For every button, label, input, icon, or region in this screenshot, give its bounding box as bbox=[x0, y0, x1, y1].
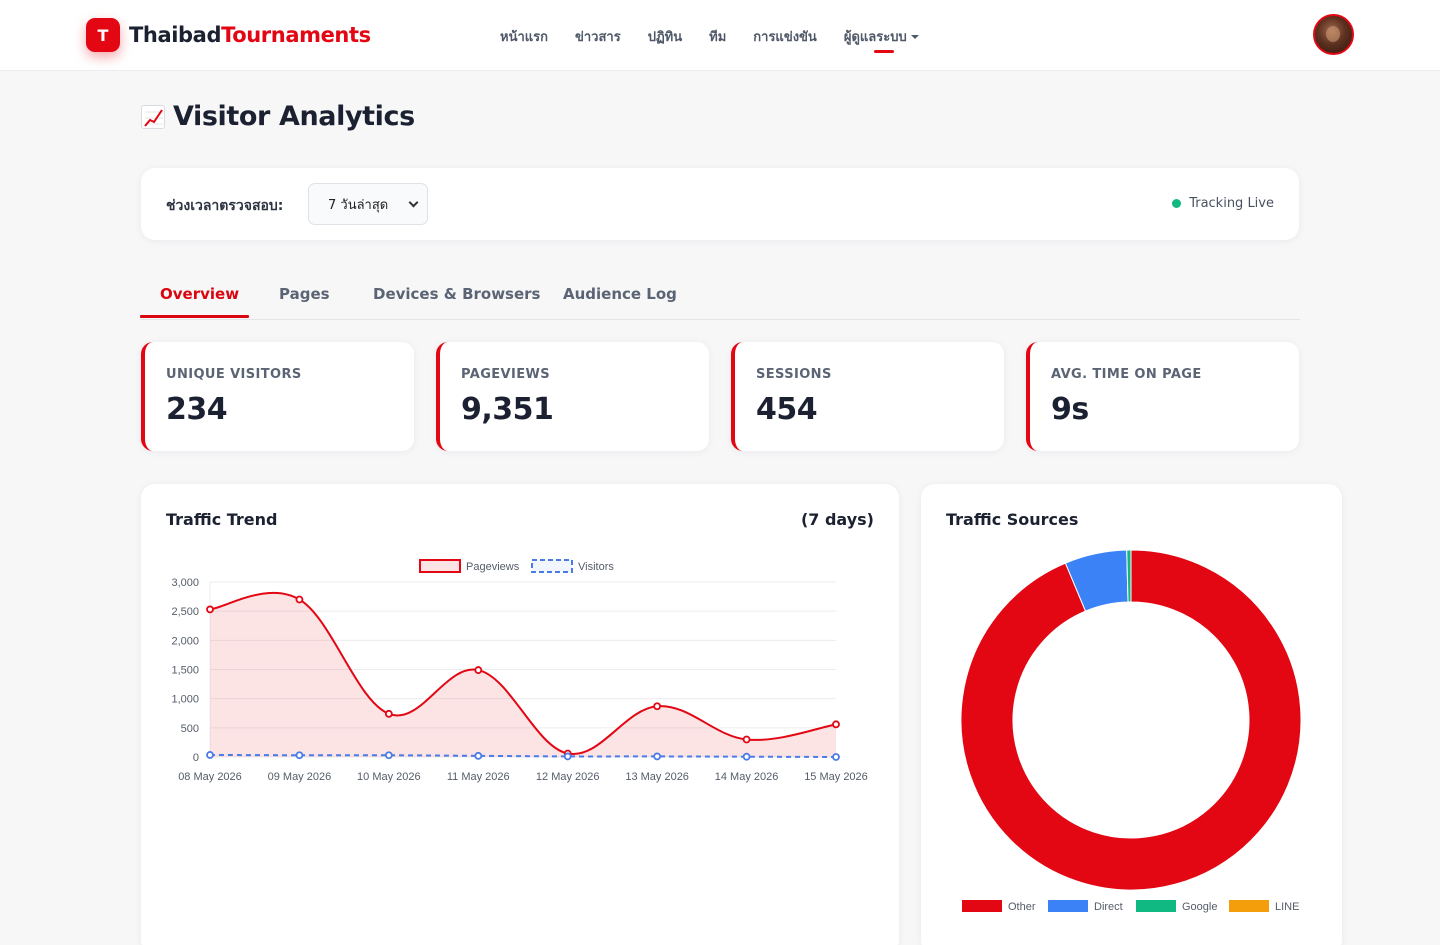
pageviews-point[interactable] bbox=[832, 720, 840, 729]
stat-value: 9s bbox=[1051, 392, 1089, 427]
x-tick-label: 08 May 2026 bbox=[178, 771, 242, 783]
stat-value: 9,351 bbox=[461, 392, 554, 427]
tab-audience-log[interactable]: Audience Log bbox=[563, 285, 677, 303]
pageviews-point[interactable] bbox=[653, 702, 662, 711]
nav-item-admin[interactable]: ผู้ดูแลระบบ bbox=[843, 26, 919, 53]
visitors-point[interactable] bbox=[474, 751, 483, 760]
active-tab-indicator bbox=[140, 315, 249, 318]
y-tick-label: 3,000 bbox=[171, 577, 199, 589]
period-select-value: 7 วันล่าสุด bbox=[328, 197, 389, 213]
pageviews-point[interactable] bbox=[474, 666, 483, 674]
tab-pages[interactable]: Pages bbox=[279, 285, 330, 303]
traffic-sources-panel: Traffic Sources Other Direct Google LINE bbox=[921, 484, 1342, 945]
traffic-trend-period: (7 days) bbox=[800, 510, 874, 529]
period-label: ช่วงเวลาตรวจสอบ: bbox=[166, 198, 284, 214]
visitors-point[interactable] bbox=[742, 752, 751, 761]
y-tick-label: 0 bbox=[193, 752, 199, 764]
legend-label-pageviews: Pageviews bbox=[466, 561, 520, 573]
stat-value: 454 bbox=[756, 392, 818, 427]
visitors-point[interactable] bbox=[653, 752, 662, 761]
stat-card-unique-visitors: UNIQUE VISITORS 234 bbox=[141, 342, 414, 451]
nav-item-calendar[interactable]: ปฏิทิน bbox=[647, 30, 683, 45]
y-tick-label: 1,500 bbox=[171, 665, 199, 677]
main-nav: หน้าแรก ข่าวสาร ปฏิทิน ทีม การแข่งขัน ผู… bbox=[500, 26, 919, 53]
top-navbar: T ThaibadTournaments หน้าแรก ข่าวสาร ปฏิ… bbox=[0, 0, 1440, 71]
brand-logo[interactable]: T ThaibadTournaments bbox=[86, 18, 371, 52]
traffic-trend-title: Traffic Trend bbox=[166, 510, 278, 529]
traffic-sources-title: Traffic Sources bbox=[946, 510, 1079, 529]
nav-item-home[interactable]: หน้าแรก bbox=[500, 30, 548, 45]
stat-label: AVG. TIME ON PAGE bbox=[1051, 367, 1202, 382]
slice-google[interactable] bbox=[1126, 549, 1132, 603]
pageviews-point[interactable] bbox=[384, 709, 393, 718]
pageviews-point[interactable] bbox=[295, 595, 304, 604]
pageviews-area bbox=[210, 592, 836, 757]
y-tick-label: 2,500 bbox=[171, 606, 199, 618]
stat-value: 234 bbox=[166, 392, 228, 427]
stat-label: UNIQUE VISITORS bbox=[166, 367, 302, 382]
y-tick-label: 2,000 bbox=[171, 635, 199, 647]
visitors-point[interactable] bbox=[206, 751, 214, 759]
pageviews-line bbox=[209, 591, 837, 755]
x-tick-label: 12 May 2026 bbox=[536, 771, 600, 783]
page-title: Visitor Analytics bbox=[173, 101, 415, 132]
visitors-point[interactable] bbox=[295, 751, 304, 760]
x-tick-label: 11 May 2026 bbox=[447, 771, 510, 783]
x-tick-label: 10 May 2026 bbox=[357, 771, 421, 783]
legend-swatch-line[interactable] bbox=[1229, 900, 1269, 912]
visitors-point[interactable] bbox=[832, 753, 840, 761]
traffic-trend-panel: Traffic Trend (7 days) 0 500 1,000 1,500 2,0… bbox=[141, 484, 899, 945]
tab-devices-browsers[interactable]: Devices & Browsers bbox=[373, 285, 541, 303]
slice-other[interactable] bbox=[960, 549, 1302, 891]
legend-swatch-pageviews[interactable] bbox=[419, 559, 461, 573]
nav-item-news[interactable]: ข่าวสาร bbox=[575, 30, 621, 45]
pageviews-point[interactable] bbox=[206, 605, 214, 614]
traffic-trend-chart[interactable]: 0 500 1,000 1,500 2,000 2,500 3,000 08 May 202… bbox=[141, 484, 899, 814]
x-tick-label: 15 May 2026 bbox=[804, 771, 868, 783]
chevron-down-icon bbox=[910, 35, 919, 39]
tab-overview[interactable]: Overview bbox=[160, 285, 240, 303]
legend-swatch-other[interactable] bbox=[962, 900, 1002, 912]
legend-swatch-visitors[interactable] bbox=[531, 559, 573, 573]
nav-item-admin-label: ผู้ดูแลระบบ bbox=[843, 30, 907, 45]
stat-card-sessions: SESSIONS 454 bbox=[731, 342, 1004, 451]
brand-mark: T bbox=[86, 18, 120, 52]
legend-label-direct: Direct bbox=[1094, 901, 1123, 913]
nav-item-teams[interactable]: ทีม bbox=[709, 30, 727, 45]
tracking-status: Tracking Live bbox=[1172, 196, 1274, 211]
filter-card: ช่วงเวลาตรวจสอบ: 7 วันล่าสุด Tracking Li… bbox=[141, 168, 1299, 240]
x-tick-label: 09 May 2026 bbox=[268, 771, 332, 783]
analytics-tabs: Overview Pages Devices & Browsers Audien… bbox=[140, 270, 1300, 320]
live-dot-icon bbox=[1172, 199, 1182, 208]
traffic-sources-chart[interactable]: Other Direct Google LINE bbox=[921, 484, 1342, 924]
y-tick-label: 500 bbox=[181, 723, 199, 735]
x-tick-label: 14 May 2026 bbox=[715, 771, 779, 783]
stat-label: PAGEVIEWS bbox=[461, 367, 551, 382]
stat-card-pageviews: PAGEVIEWS 9,351 bbox=[436, 342, 709, 451]
visitors-point[interactable] bbox=[563, 752, 572, 761]
chart-legend: Pageviews Visitors bbox=[419, 559, 614, 573]
pageviews-point[interactable] bbox=[742, 735, 751, 744]
period-select[interactable]: 7 วันล่าสุด bbox=[308, 183, 428, 225]
brand-name: ThaibadTournaments bbox=[129, 23, 371, 47]
nav-item-competitions[interactable]: การแข่งขัน bbox=[753, 30, 817, 45]
visitors-point[interactable] bbox=[384, 751, 393, 760]
y-tick-label: 1,000 bbox=[171, 694, 199, 706]
x-tick-label: 13 May 2026 bbox=[625, 771, 689, 783]
chart-increasing-icon bbox=[141, 104, 165, 129]
legend-swatch-google[interactable] bbox=[1136, 900, 1176, 912]
brand-name-part2: Tournaments bbox=[221, 23, 371, 47]
stat-card-avg-time: AVG. TIME ON PAGE 9s bbox=[1026, 342, 1299, 451]
legend-swatch-direct[interactable] bbox=[1048, 900, 1088, 912]
page-header: Visitor Analytics bbox=[141, 101, 415, 132]
avatar[interactable] bbox=[1313, 14, 1354, 55]
chevron-down-icon bbox=[408, 197, 419, 208]
legend-label-line: LINE bbox=[1275, 901, 1299, 913]
legend-label-google: Google bbox=[1182, 901, 1217, 913]
tracking-status-label: Tracking Live bbox=[1189, 196, 1274, 211]
legend-label-other: Other bbox=[1008, 901, 1036, 913]
brand-name-part1: Thaibad bbox=[129, 23, 222, 47]
stat-label: SESSIONS bbox=[756, 367, 832, 382]
legend-label-visitors: Visitors bbox=[578, 561, 614, 573]
